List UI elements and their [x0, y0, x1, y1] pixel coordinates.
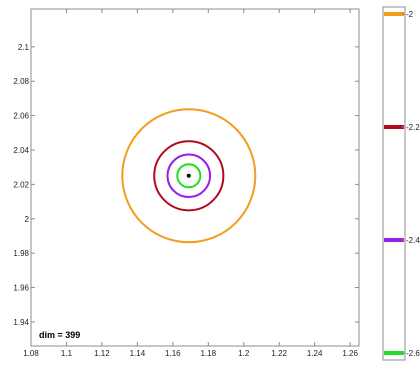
colorbar-frame: [382, 6, 406, 361]
dim-annotation: dim = 399: [39, 330, 80, 340]
contour-ring-level: [121, 108, 257, 244]
y-tick-label: 2: [25, 215, 30, 224]
x-tick-label: 1.12: [94, 349, 110, 358]
y-tick-label: 1.94: [13, 318, 29, 327]
colorbar-tick-label: -2.2: [406, 123, 420, 132]
x-tick-label: 1.1: [61, 349, 73, 358]
x-tick-label: 1.08: [23, 349, 39, 358]
x-tick-label: 1.24: [307, 349, 323, 358]
y-tick-label: 2.02: [13, 180, 29, 189]
y-tick-label: 1.96: [13, 284, 29, 293]
y-tick-label: 2.1: [18, 43, 30, 52]
x-tick-label: 1.26: [342, 349, 358, 358]
plot-frame: [30, 8, 360, 347]
x-tick-label: 1.14: [130, 349, 146, 358]
colorbar-tick-label: -2: [406, 10, 414, 19]
main-axis-ticks: 1.08 1.1 1.12 1.14 1.16 1.18 1.2 1.22 1.24 1.26 1.…: [13, 9, 359, 358]
x-tick-label: 1.16: [165, 349, 181, 358]
colorbar-tick-label: -2.4: [406, 236, 420, 245]
y-tick-label: 2.06: [13, 112, 29, 121]
x-tick-label: 1.2: [238, 349, 250, 358]
center-point: [186, 173, 191, 178]
y-tick-label: 2.08: [13, 77, 29, 86]
contour-ring-level: [176, 163, 202, 189]
contour-rings: [121, 108, 257, 244]
colorbar-lines: [384, 12, 404, 355]
contour-ring-level: [153, 140, 225, 212]
y-tick-label: 1.98: [13, 249, 29, 258]
x-tick-label: 1.18: [201, 349, 217, 358]
y-tick-label: 2.04: [13, 146, 29, 155]
colorbar-ticks: -2 -2.2 -2.4 -2.6: [402, 10, 420, 358]
colorbar-tick-label: -2.6: [406, 349, 420, 358]
contour-ring-level: [166, 153, 212, 199]
x-tick-label: 1.22: [271, 349, 287, 358]
